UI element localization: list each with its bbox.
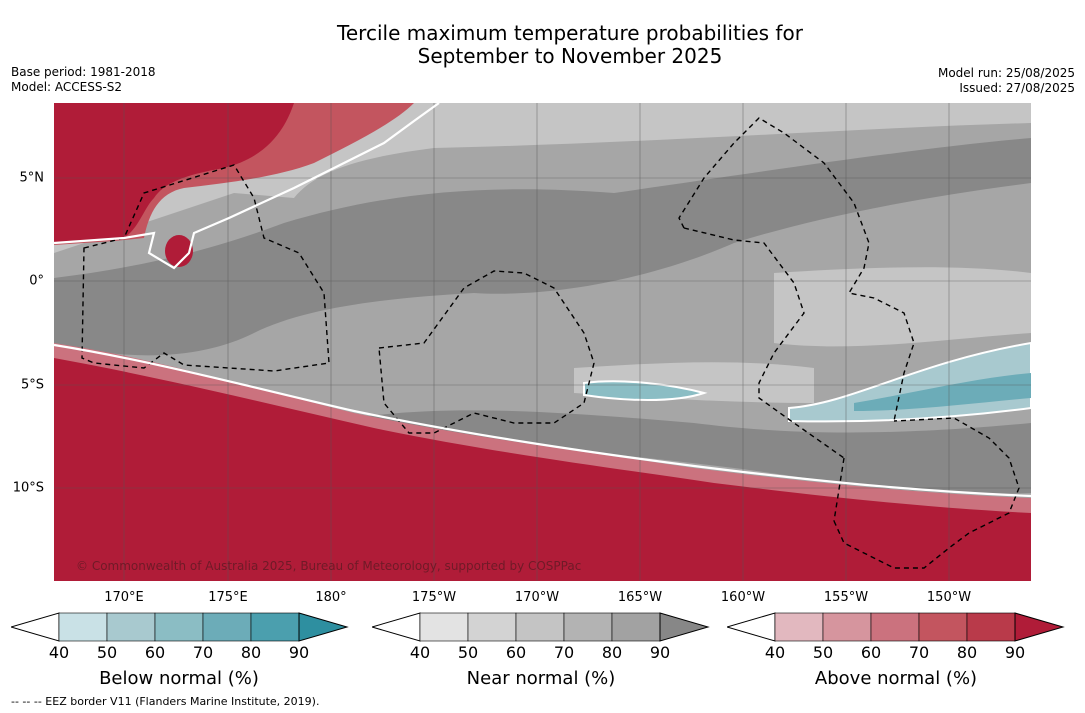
cbar-below-high-extension [298, 612, 349, 642]
cbar-above-tick: 60 [860, 643, 882, 662]
cbar-below-tick: 40 [48, 643, 70, 662]
cbar-above-tick: 40 [764, 643, 786, 662]
title-line-2: September to November 2025 [417, 44, 723, 68]
lon-label-160w: 160°W [720, 590, 766, 605]
graticule [54, 103, 1031, 581]
cbar-near-tick: 80 [601, 643, 623, 662]
eez-borders [81, 117, 1020, 569]
cbar-above-tick: 90 [1004, 643, 1026, 662]
colorbar-near-title: Near normal (%) [466, 668, 616, 689]
probability-map [54, 103, 1031, 581]
cbar-near-tick: 60 [505, 643, 527, 662]
cbar-above-low-extension [727, 612, 776, 642]
cbar-above-tick: 70 [908, 643, 930, 662]
colorbar-below-normal [11, 612, 349, 642]
cbar-below-tick: 60 [144, 643, 166, 662]
cbar-near-tick: 90 [649, 643, 671, 662]
cbar-below-tick: 90 [288, 643, 310, 662]
near-normal-core-north [54, 138, 1031, 356]
model-name: Model: ACCESS-S2 [11, 80, 123, 94]
lon-label-155w: 155°W [823, 590, 869, 605]
colorbar-near-normal [372, 612, 710, 642]
cbar-near-tick: 70 [553, 643, 575, 662]
colorbar-above-title: Above normal (%) [814, 668, 978, 689]
lon-label-170e: 170°E [104, 590, 144, 605]
below-normal-patch-central [583, 380, 708, 401]
lat-label-10s: 10°S [12, 480, 44, 496]
lat-label-5s: 5°S [20, 377, 44, 393]
cbar-below-low-extension [11, 612, 60, 642]
lon-label-170w: 170°W [514, 590, 560, 605]
metadata-right: Model run: 25/08/2025 Issued: 27/08/2025 [938, 66, 1075, 96]
cbar-below-tick: 70 [192, 643, 214, 662]
above-normal-nw-core [54, 103, 294, 243]
lon-label-175w: 175°W [411, 590, 457, 605]
map-title: Tercile maximum temperature probabilitie… [0, 22, 1085, 68]
lon-label-150w: 150°W [926, 590, 972, 605]
cbar-near-tick: 50 [457, 643, 479, 662]
cbar-below-tick: 50 [96, 643, 118, 662]
cbar-below-tick: 80 [240, 643, 262, 662]
eez-footnote: -- -- -- EEZ border V11 (Flanders Marine… [11, 695, 320, 708]
lon-label-165w: 165°W [617, 590, 663, 605]
near-normal-band-east [774, 267, 1031, 347]
colorbar-above-normal [727, 612, 1065, 642]
near-normal-core-south [354, 410, 1031, 494]
above-normal-south-core [54, 358, 1031, 581]
model-run: Model run: 25/08/2025 [937, 66, 1075, 80]
lon-label-180: 180° [315, 590, 347, 605]
title-line-1: Tercile maximum temperature probabilitie… [337, 21, 803, 45]
base-period: Base period: 1981-2018 [11, 65, 156, 79]
cbar-above-tick: 50 [812, 643, 834, 662]
lat-label-0: 0° [29, 273, 44, 289]
category-boundaries [54, 103, 1031, 498]
cbar-near-tick: 40 [409, 643, 431, 662]
lat-label-5n: 5°N [19, 170, 45, 186]
map-canvas [54, 103, 1031, 581]
metadata-left: Base period: 1981-2018 Model: ACCESS-S2 [11, 65, 156, 95]
copyright-notice: © Commonwealth of Australia 2025, Bureau… [76, 559, 582, 573]
cbar-near-low-extension [372, 612, 421, 642]
lon-label-175e: 175°E [208, 590, 248, 605]
colorbar-below-title: Below normal (%) [99, 668, 259, 689]
above-normal-island-patch [165, 235, 193, 267]
cbar-above-high-extension [1014, 612, 1065, 642]
cbar-near-high-extension [659, 612, 710, 642]
cbar-above-tick: 80 [956, 643, 978, 662]
issued-date: Issued: 27/08/2025 [959, 81, 1075, 95]
